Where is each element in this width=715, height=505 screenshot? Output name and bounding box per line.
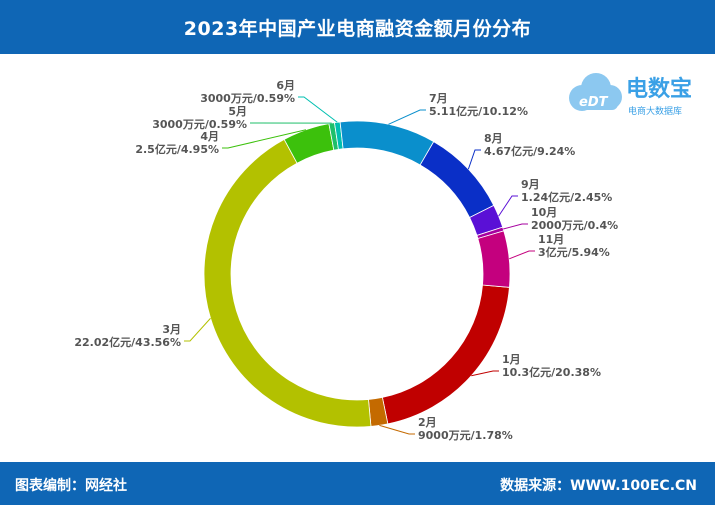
leader-line-7 (388, 109, 426, 125)
slice-label-value-9: 1.24亿元/2.45% (521, 190, 612, 204)
slice-label-value-1: 10.3亿元/20.38% (502, 365, 601, 379)
slice-label-month-5: 5月 (228, 105, 247, 118)
footer-credit: 图表编制：网经社 (15, 478, 127, 494)
slice-label-value-3: 22.02亿元/43.56% (74, 335, 181, 349)
leader-line-6 (298, 96, 338, 123)
slice-label-month-10: 10月 (531, 206, 557, 219)
donut-slice-8[interactable] (419, 141, 495, 219)
leader-line-10 (503, 223, 528, 230)
leader-line-2 (379, 424, 415, 435)
slice-label-value-4: 2.5亿元/4.95% (135, 142, 219, 156)
donut-slice-3[interactable] (203, 138, 372, 428)
logo-mark: eDT (579, 95, 609, 110)
slice-label-month-7: 7月 (429, 92, 448, 105)
footer-bar: 图表编制：网经社 数据来源：WWW.100EC.CN (0, 462, 715, 505)
leader-line-8 (467, 149, 481, 170)
chart-title: 2023年中国产业电商融资金额月份分布 (183, 17, 532, 40)
chart-title-bar: 2023年中国产业电商融资金额月份分布 (0, 0, 715, 54)
slice-label-month-8: 8月 (484, 132, 503, 145)
leader-line-9 (498, 195, 518, 217)
logo-brand: 电数宝 (626, 76, 692, 102)
slice-label-month-4: 4月 (200, 130, 219, 143)
slice-label-value-2: 9000万元/1.78% (418, 429, 513, 442)
leader-line-11 (509, 250, 535, 260)
slice-label-value-8: 4.67亿元/9.24% (484, 144, 575, 158)
donut-slice-1[interactable] (381, 284, 510, 425)
slice-label-month-1: 1月 (502, 353, 521, 366)
leader-line-3 (184, 317, 211, 342)
slice-label-month-11: 11月 (538, 233, 564, 246)
slice-label-value-11: 3亿元/5.94% (538, 245, 610, 259)
slice-label-value-10: 2000万元/0.4% (531, 219, 618, 232)
leader-line-1 (471, 370, 499, 377)
slice-label-month-2: 2月 (418, 416, 437, 429)
slice-label-month-3: 3月 (162, 323, 181, 336)
logo-subtitle: 电商大数据库 (628, 105, 682, 117)
footer-source[interactable]: 数据来源：WWW.100EC.CN (500, 478, 697, 494)
slice-label-value-5: 3000万元/0.59% (152, 118, 247, 131)
slice-label-value-7: 5.11亿元/10.12% (429, 104, 528, 118)
slice-label-month-6: 6月 (276, 79, 295, 92)
donut-slice-11[interactable] (477, 230, 511, 288)
leader-line-4 (222, 129, 307, 149)
donut-slice-7[interactable] (339, 120, 435, 166)
slice-label-month-9: 9月 (521, 178, 540, 191)
brand-logo: eDT 电数宝 电商大数据库 (569, 73, 692, 117)
cloud-icon: eDT (569, 73, 622, 111)
slice-label-value-6: 3000万元/0.59% (200, 92, 295, 105)
